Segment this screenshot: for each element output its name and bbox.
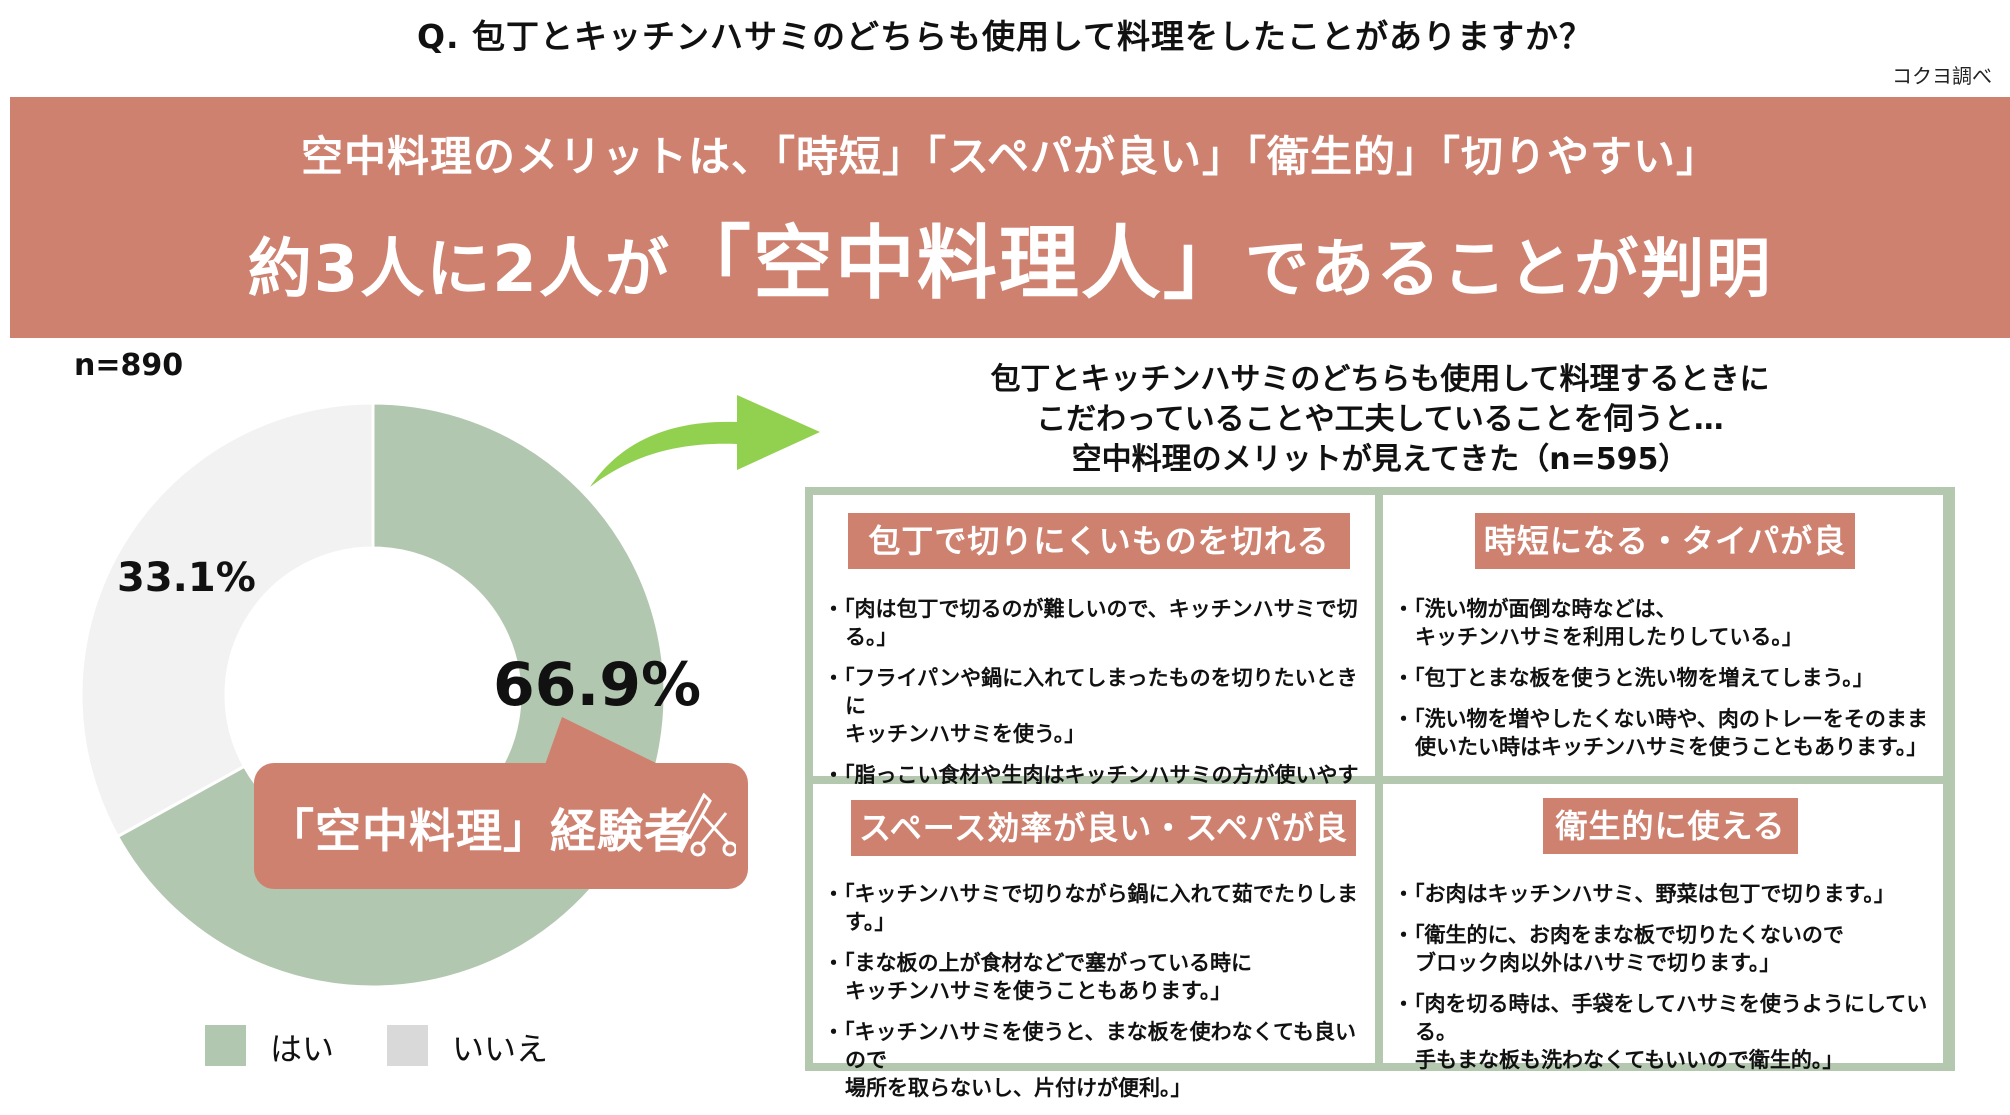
finding-list: ・「洗い物が面倒な時などは、 キッチンハサミを利用したりしている。」 ・「包丁と… <box>1393 595 1937 774</box>
finding-item: ・「肉は包丁で切るのが難しいので、キッチンハサミで切る。」 <box>823 597 1358 649</box>
legend-label-yes: はい <box>270 1030 335 1068</box>
finding-item: ・「フライパンや鍋に入れてしまったものを切りたいときに キッチンハサミを使う。」 <box>823 666 1358 746</box>
experienced-callout: 「空中料理」経験者 <box>254 763 748 889</box>
finding-item: ・「お肉はキッチンハサミ、野菜は包丁で切ります。」 <box>1393 882 1895 906</box>
finding-item: ・「包丁とまな板を使うと洗い物を増えてしまう。」 <box>1393 666 1874 690</box>
finding-title: 時短になる・タイパが良い <box>1475 513 1855 616</box>
findings-panel: 包丁で切りにくいものを切れる ・「肉は包丁で切るのが難しいので、キッチンハサミで… <box>805 487 1955 1100</box>
legend-swatch-no <box>387 1025 428 1066</box>
banner-headline-highlight: 「空中料理人」 <box>670 217 1245 310</box>
callout-pointer <box>542 717 660 773</box>
legend-label-no: いいえ <box>452 1030 549 1068</box>
banner-subtitle: 空中料理のメリットは、「時短」「スペパが良い」「衛生的」「切りやすい」 <box>300 132 1720 181</box>
knife-and-scissors-icon <box>677 793 736 857</box>
finding-cell-cut-hard-items: 包丁で切りにくいものを切れる ・「肉は包丁で切るのが難しいので、キッチンハサミで… <box>813 495 1375 815</box>
sample-size-label: n=890 <box>74 348 184 383</box>
finding-item: ・「肉を切る時は、手袋をしてハサミを使うようにしている。 手もまな板も洗わなくて… <box>1393 992 1928 1072</box>
banner-headline-pre: 約3人に2人が <box>247 233 671 307</box>
finding-title: 衛生的に使える <box>1543 798 1798 854</box>
banner-headline: 約3人に2人が「空中料理人」であることが判明 <box>10 219 2010 315</box>
finding-item: ・「衛生的に、お肉をまな板で切りたくないので ブロック肉以外はハサミで切ります。… <box>1393 923 1844 975</box>
curved-arrow-icon <box>590 395 820 487</box>
no-percentage-label: 33.1% <box>117 555 256 601</box>
finding-item: ・「洗い物を増やしたくない時や、肉のトレーをそのまま 使いたい時はキッチンハサミ… <box>1393 707 1928 759</box>
findings-heading-line-1: 包丁とキッチンハサミのどちらも使用して料理するときに <box>990 362 1770 397</box>
headline-banner: 空中料理のメリットは、「時短」「スペパが良い」「衛生的」「切りやすい」 約3人に… <box>10 97 2010 338</box>
finding-title: 包丁で切りにくいものを切れる <box>848 513 1350 569</box>
findings-heading-line-3: 空中料理のメリットが見えてきた（n=595） <box>1071 442 1689 477</box>
donut-slice-no <box>81 403 375 839</box>
banner-headline-post: であることが判明 <box>1244 233 1773 307</box>
finding-title: スペース効率が良い・スペパが良い <box>851 800 1356 903</box>
legend-swatch-yes <box>205 1025 246 1066</box>
finding-cell-time-saving: 時短になる・タイパが良い ・「洗い物が面倒な時などは、 キッチンハサミを利用した… <box>1383 495 1943 776</box>
finding-list: ・「キッチンハサミで切りながら鍋に入れて茹でたりします。」 ・「まな板の上が食材… <box>823 880 1369 1115</box>
finding-item: ・「キッチンハサミで切りながら鍋に入れて茹でたりします。」 <box>823 882 1358 934</box>
question-title: Q. 包丁とキッチンハサミのどちらも使用して料理をしたことがありますか？ <box>416 17 1594 56</box>
finding-item: ・「まな板の上が食材などで塞がっている時に キッチンハサミを使うこともあります。… <box>823 951 1253 1003</box>
finding-cell-space-efficient: スペース効率が良い・スペパが良い ・「キッチンハサミで切りながら鍋に入れて茹でた… <box>813 784 1375 1100</box>
finding-cell-hygienic: 衛生的に使える ・「お肉はキッチンハサミ、野菜は包丁で切ります。」 ・「衛生的に… <box>1383 784 1943 1072</box>
callout-label: 「空中料理」経験者 <box>268 804 691 858</box>
finding-list: ・「肉は包丁で切るのが難しいので、キッチンハサミで切る。」 ・「フライパンや鍋に… <box>823 595 1369 830</box>
finding-list: ・「お肉はキッチンハサミ、野菜は包丁で切ります。」 ・「衛生的に、お肉をまな板で… <box>1393 880 1937 1087</box>
finding-item: ・「キッチンハサミを使うと、まな板を使わなくても良いので 場所を取らないし、片付… <box>823 1020 1356 1100</box>
findings-heading-line-2: こだわっていることや工夫していることを伺うと… <box>1036 402 1724 437</box>
yes-percentage-label: 66.9% <box>493 650 702 720</box>
source-note: コクヨ調べ <box>1892 64 1992 88</box>
findings-heading: 包丁とキッチンハサミのどちらも使用して料理するときに こだわっていることや工夫し… <box>850 360 1910 480</box>
finding-item: ・「洗い物が面倒な時などは、 キッチンハサミを利用したりしている。」 <box>1393 597 1803 649</box>
